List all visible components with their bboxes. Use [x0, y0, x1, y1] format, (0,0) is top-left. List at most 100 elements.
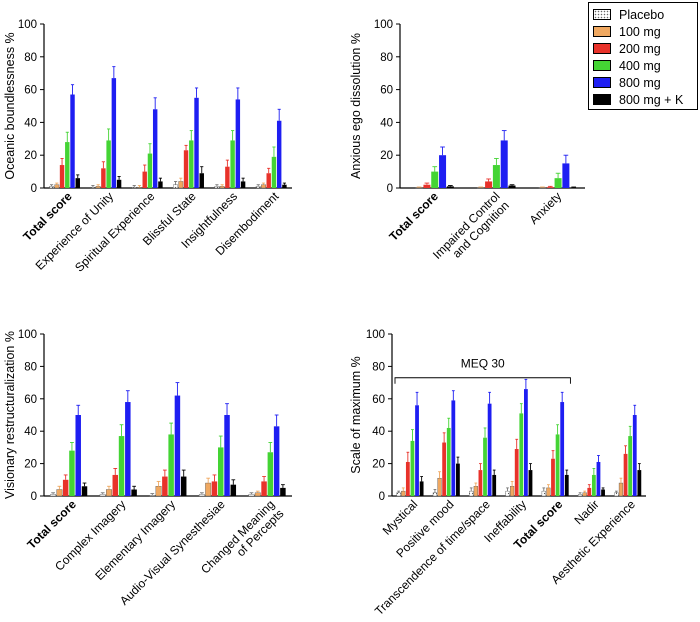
bar-200-mg — [112, 474, 118, 496]
bar-800-mg-k — [131, 489, 137, 496]
bar-800-mg — [596, 461, 601, 496]
bar-800-mg — [560, 402, 565, 496]
bar-100-mg — [261, 184, 266, 189]
bar-100-mg — [137, 186, 142, 189]
bar-200-mg — [261, 481, 267, 496]
y-tick-label: 100 — [366, 329, 385, 341]
y-axis-label: Scale of maximum % — [349, 356, 363, 473]
bar-800-mg — [194, 97, 199, 188]
legend-swatch-400mg — [593, 60, 611, 71]
bar-800-mg-k — [419, 481, 424, 496]
legend-item-800mg-k: 800 mg + K — [593, 91, 693, 108]
y-tick-label: 20 — [24, 150, 37, 162]
bar-800-mg — [273, 426, 280, 496]
legend-label-100mg: 100 mg — [619, 24, 661, 39]
legend-item-placebo: Placebo — [593, 6, 693, 23]
y-tick-label: 0 — [31, 183, 37, 195]
bar-200-mg — [225, 166, 230, 188]
bar-800-mg-k — [601, 489, 605, 496]
y-tick-label: 40 — [24, 117, 37, 129]
legend-label-800mg-k: 800 mg + K — [619, 92, 684, 107]
bar-100-mg — [56, 489, 63, 497]
bar-800-mg-k — [180, 476, 187, 496]
bar-placebo — [90, 186, 96, 189]
bar-placebo — [541, 490, 546, 497]
bar-placebo — [248, 494, 255, 497]
bar-placebo — [49, 186, 54, 189]
bar-200-mg — [101, 168, 106, 188]
bar-800-mg-k — [528, 470, 533, 496]
bar-placebo — [173, 184, 178, 189]
bar-placebo — [432, 492, 438, 497]
y-tick-label: 0 — [387, 183, 393, 195]
bar-placebo — [505, 490, 510, 497]
bar-200-mg — [623, 453, 628, 496]
legend-label-400mg: 400 mg — [619, 58, 661, 73]
bar-100-mg — [155, 486, 162, 497]
y-tick-label: 100 — [374, 19, 393, 31]
legend-swatch-200mg — [593, 43, 611, 54]
x-tick-label: Total score — [386, 189, 441, 244]
bar-400-mg — [554, 178, 562, 188]
chart-panel-2: 0 20 40 60 80 100 Anxious ego dissolution % Tot… — [349, 19, 585, 262]
bar-100-mg — [618, 482, 624, 497]
bar-400-mg — [271, 156, 277, 188]
bar-800-mg-k — [81, 486, 88, 496]
bar-800-mg-k — [280, 487, 286, 496]
y-tick-label: 0 — [379, 491, 385, 503]
bar-100-mg — [473, 486, 478, 497]
y-tick-label: 60 — [24, 394, 37, 406]
bar-placebo — [577, 494, 583, 497]
bar-400-mg — [628, 436, 633, 496]
y-axis-label: Visionary restructuralization % — [3, 331, 17, 499]
legend-item-200mg: 200 mg — [593, 40, 693, 57]
bar-100-mg — [178, 181, 184, 189]
bar-800-mg — [562, 163, 570, 188]
legend-label-200mg: 200 mg — [619, 41, 661, 56]
bar-100-mg — [106, 489, 112, 497]
y-axis-label: Oceanic boundlessness % — [3, 32, 17, 179]
bar-200-mg — [551, 458, 555, 496]
y-tick-label: 80 — [380, 52, 393, 64]
y-tick-label: 40 — [372, 426, 385, 438]
legend: Placebo 100 mg 200 mg 400 mg 800 mg 800 … — [588, 2, 698, 110]
bar-800-mg — [152, 109, 158, 188]
bar-400-mg — [555, 434, 560, 496]
bar-400-mg — [519, 413, 524, 496]
legend-label-placebo: Placebo — [619, 7, 665, 22]
bar-800-mg — [487, 403, 492, 496]
bar-800-mg-k — [116, 179, 122, 188]
bar-placebo — [614, 492, 619, 497]
bar-400-mg — [65, 142, 70, 188]
bar-400-mg — [106, 140, 111, 188]
bar-800-mg — [174, 395, 181, 496]
bar-800-mg-k — [158, 181, 163, 188]
bar-100-mg — [205, 482, 212, 497]
y-tick-label: 20 — [380, 150, 393, 162]
bar-400-mg — [230, 140, 235, 188]
bar-400-mg — [118, 436, 125, 496]
bar-100-mg — [546, 487, 551, 497]
bar-200-mg — [442, 442, 447, 496]
legend-swatch-100mg — [593, 26, 611, 37]
y-tick-label: 80 — [24, 361, 37, 373]
bar-200-mg — [423, 184, 431, 188]
bar-placebo — [131, 186, 137, 189]
bar-100-mg — [95, 186, 101, 189]
x-tick-label: Anxiety — [527, 189, 565, 227]
bar-800-mg — [276, 120, 282, 188]
x-tick-label: Nadir — [572, 497, 602, 527]
bar-100-mg — [437, 477, 442, 497]
bar-100-mg — [219, 186, 225, 189]
bar-placebo — [255, 186, 261, 189]
bar-800-mg-k — [446, 186, 454, 188]
bar-800-mg — [632, 415, 637, 496]
legend-swatch-placebo — [593, 9, 611, 20]
legend-item-400mg: 400 mg — [593, 57, 693, 74]
y-tick-label: 0 — [31, 491, 37, 503]
bar-800-mg-k — [564, 474, 569, 496]
bar-placebo — [149, 494, 156, 497]
bar-800-mg-k — [282, 184, 287, 188]
bar-800-mg-k — [75, 178, 80, 188]
bar-800-mg — [224, 415, 230, 496]
